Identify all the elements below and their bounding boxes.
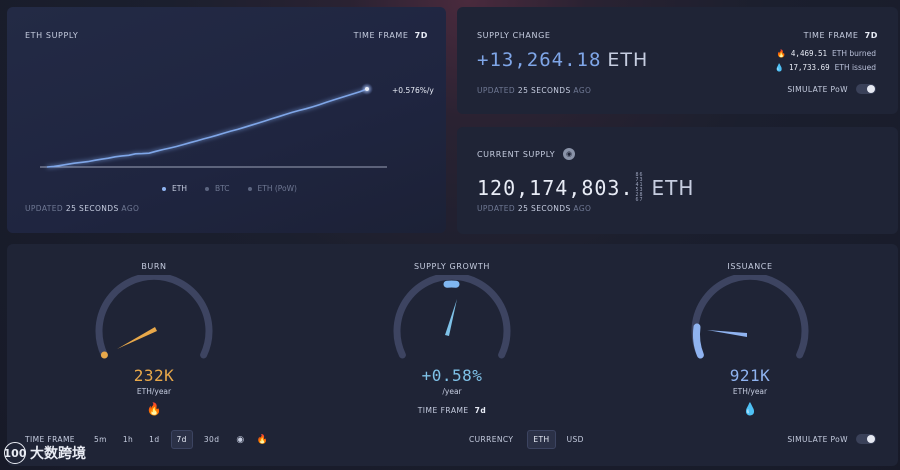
since-burn-fire-icon[interactable]: 🔥 <box>256 434 269 445</box>
issued-stat: 💧 17,733.69 ETH issued <box>774 63 876 72</box>
legend-btc[interactable]: BTC <box>204 184 230 193</box>
toggle-switch[interactable] <box>856 434 876 444</box>
growth-dial <box>393 275 511 359</box>
timeframe-30d[interactable]: 30d <box>203 435 220 444</box>
supply-change-timeframe: TIME FRAME 7d <box>803 31 878 40</box>
watermark-text: 大数跨境 <box>30 446 86 462</box>
chart-end-annotation: +0.576%/y <box>392 86 434 95</box>
growth-unit: /year <box>442 387 462 396</box>
watermark-logo: 100 <box>4 442 26 464</box>
issuance-title: ISSUANCE <box>727 262 773 271</box>
timeframe-selector-label: TIME FRAME <box>25 435 75 444</box>
burned-stat: 🔥 4,469.51 ETH burned <box>776 49 876 58</box>
growth-title: SUPPLY GROWTH <box>413 262 491 271</box>
timeframe-1d[interactable]: 1d <box>149 435 160 444</box>
timeframe-7d[interactable]: 7d <box>170 430 193 449</box>
current-supply-card: CURRENT SUPPLY ◉ 120,174,803. 867341532867… <box>457 127 898 234</box>
since-merge-icon[interactable]: ◉ <box>236 434 245 445</box>
bat-icon: ◉ <box>563 148 576 160</box>
currency-selector: CURRENCY ETH USD <box>469 430 589 449</box>
eth-supply-title: ETH SUPPLY <box>25 31 79 40</box>
timeframe-selector: TIME FRAME 5m 1h 1d 7d 30d ◉ 🔥 <box>25 430 268 449</box>
burn-dial <box>95 275 213 359</box>
growth-needle <box>445 299 457 336</box>
growth-value: +0.58% <box>421 366 483 385</box>
growth-timeframe: TIME FRAME 7d <box>417 406 487 415</box>
current-supply-title: CURRENT SUPPLY ◉ <box>477 148 576 160</box>
eth-supply-card: ETH SUPPLY TIME FRAME 7d +0.576%/y ETH BT… <box>7 7 446 233</box>
droplet-icon: 💧 <box>742 402 758 416</box>
chart-legend: ETH BTC ETH (PoW) <box>162 184 297 193</box>
supply-change-value: +13,264.18 ETH <box>477 49 649 71</box>
supply-updated-text: UPDATED 25 SECONDS AGO <box>25 204 140 213</box>
toggle-switch[interactable] <box>856 84 876 94</box>
issuance-value: 921K <box>729 366 771 385</box>
bottom-simulate-pow-toggle[interactable]: SIMULATE PoW <box>787 434 876 444</box>
simulate-pow-toggle[interactable]: SIMULATE PoW <box>787 84 876 94</box>
legend-eth[interactable]: ETH <box>162 184 187 193</box>
currency-usd[interactable]: USD <box>566 435 584 444</box>
eth-supply-line <box>46 88 368 168</box>
current-updated-text: UPDATED 25 SECONDS AGO <box>477 204 592 213</box>
fire-icon: 🔥 <box>146 402 162 416</box>
burn-needle <box>117 327 157 349</box>
timeframe-indicator: TIME FRAME 7d <box>354 31 428 40</box>
droplet-icon: 💧 <box>774 63 784 72</box>
supply-change-title: SUPPLY CHANGE <box>477 31 551 40</box>
issuance-unit: ETH/year <box>732 387 768 396</box>
burn-title: BURN <box>141 262 167 271</box>
issuance-dial <box>691 275 809 359</box>
chart-end-point <box>365 87 369 91</box>
timeframe-5m[interactable]: 5m <box>93 435 107 444</box>
fire-icon: 🔥 <box>776 49 786 58</box>
currency-eth[interactable]: ETH <box>527 430 556 449</box>
burn-gauge: BURN 232K ETH/year 🔥 <box>54 244 254 416</box>
legend-eth-pow[interactable]: ETH (PoW) <box>247 184 297 193</box>
timeframe-label: TIME FRAME <box>353 31 409 40</box>
burn-unit: ETH/year <box>136 387 172 396</box>
change-updated-text: UPDATED 25 SECONDS AGO <box>477 86 592 95</box>
watermark: 100 大数跨境 <box>4 442 86 464</box>
issuance-needle <box>707 330 747 337</box>
currency-label: CURRENCY <box>469 435 514 444</box>
supply-growth-gauge: SUPPLY GROWTH +0.58% /year TIME FRAME 7d <box>352 244 552 415</box>
timeframe-1h[interactable]: 1h <box>122 435 134 444</box>
current-supply-value: 120,174,803. 867341532867 ETH <box>477 172 695 203</box>
issuance-gauge: ISSUANCE 921K ETH/year 💧 <box>650 244 850 416</box>
burn-value: 232K <box>133 366 175 385</box>
supply-change-card: SUPPLY CHANGE TIME FRAME 7d +13,264.18 ETH… <box>457 7 898 114</box>
timeframe-value: 7d <box>414 31 428 40</box>
gauges-card: BURN 232K ETH/year 🔥 SUPPLY GROWTH +0.58… <box>7 244 898 466</box>
supply-line-chart: +0.576%/y <box>40 83 434 168</box>
